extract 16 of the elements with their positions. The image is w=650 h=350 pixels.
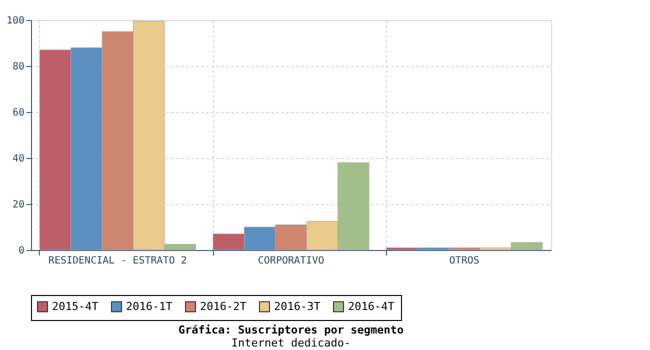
text: Internet dedicado- — [231, 336, 351, 350]
y-tick-label: 80 — [12, 62, 24, 72]
x-tick-label: CORPORATIVO — [258, 256, 324, 266]
legend-label: 2016-4T — [348, 300, 395, 313]
legend-label: 2016-2T — [200, 300, 247, 313]
x-tick-label: RESIDENCIAL - ESTRATO 2 — [48, 256, 187, 266]
legend-label: 2016-3T — [274, 300, 321, 313]
legend-label: 2015-4T — [52, 300, 99, 313]
legend-label: 2016-1T — [126, 300, 173, 313]
y-tick-label: 20 — [12, 200, 24, 210]
text: Gráfica: Suscriptores por segmento — [178, 324, 404, 336]
y-tick-label: 100 — [6, 16, 24, 26]
x-tick-label: OTROS — [449, 256, 480, 266]
y-tick-label: 40 — [12, 154, 24, 164]
y-tick-label: 60 — [12, 108, 24, 118]
y-tick-label: 0 — [18, 246, 24, 256]
